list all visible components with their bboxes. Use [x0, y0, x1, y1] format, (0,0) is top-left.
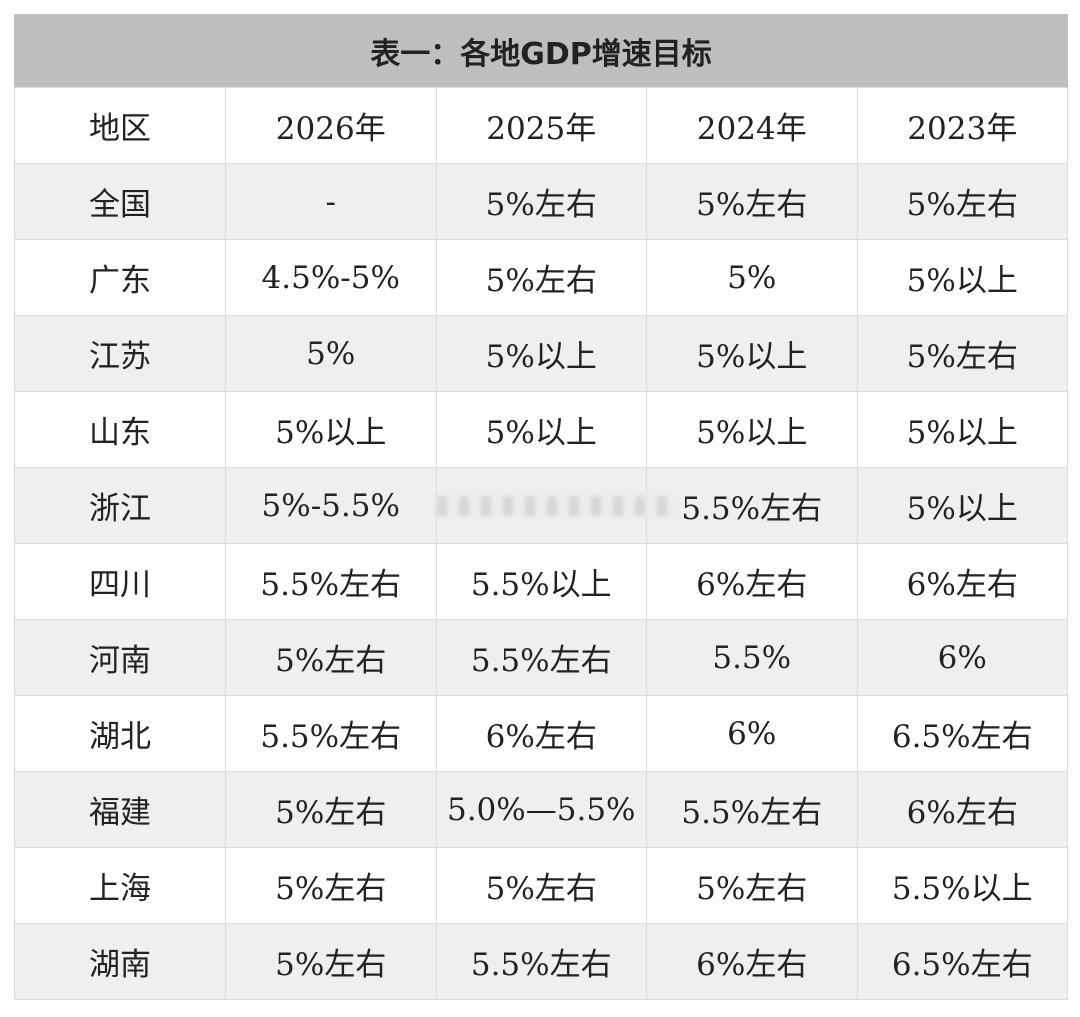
- region-cell: 湖南: [14, 923, 226, 1000]
- region-cell: 湖北: [14, 695, 226, 772]
- gdp-target-table: 地区 2026年 2025年 2024年 2023年 全国 -5%左右 5%左右 5%左右 广东 4…: [14, 87, 1068, 1000]
- column-header: 2023年: [856, 87, 1068, 164]
- value-cell: 5.5%左右: [435, 619, 647, 696]
- value-cell: 5%以上: [435, 315, 647, 392]
- value-cell: 5.5%以上: [435, 543, 647, 620]
- value-cell: 6.5%左右: [856, 695, 1068, 772]
- column-header: 2025年: [435, 87, 647, 164]
- value-cell: 5.5%左右: [646, 467, 858, 544]
- region-cell: 四川: [14, 543, 226, 620]
- value-cell: 6%: [856, 619, 1068, 696]
- table-row: 上海 5%左右 5%左右 5%左右 5.5%以上: [14, 847, 1068, 924]
- table-row: 山东 5%以上 5%以上 5%以上 5%以上: [14, 391, 1068, 468]
- value-cell: 6%左右: [856, 543, 1068, 620]
- gdp-table-container: 表一：各地GDP增速目标 地区 2026年 2025年 2024年 2023年 全国 -5%…: [14, 14, 1068, 1000]
- value-cell: 5%左右: [435, 239, 647, 316]
- value-cell: 5.5%左右: [225, 695, 437, 772]
- header-row: 地区 2026年 2025年 2024年 2023年: [14, 87, 1068, 164]
- table-row: 福建 5%左右 5.0%—5.5% 5.5%左右 6%左右: [14, 771, 1068, 848]
- value-cell: 5%以上: [435, 391, 647, 468]
- value-cell: 5.5%: [646, 619, 858, 696]
- value-cell: 6%左右: [646, 543, 858, 620]
- value-cell: 6%: [646, 695, 858, 772]
- value-cell: 5%以上: [646, 391, 858, 468]
- region-cell: 浙江: [14, 467, 226, 544]
- table-row: 湖北 5.5%左右 6%左右 6% 6.5%左右: [14, 695, 1068, 772]
- table-row: 四川 5.5%左右 5.5%以上 6%左右 6%左右: [14, 543, 1068, 620]
- region-cell: 河南: [14, 619, 226, 696]
- table-row: 江苏 5% 5%以上 5%以上 5%左右: [14, 315, 1068, 392]
- value-cell: 5.5%以上: [856, 847, 1068, 924]
- column-header: 地区: [14, 87, 226, 164]
- value-cell: 5%以上: [856, 239, 1068, 316]
- value-cell: 5%左右: [435, 847, 647, 924]
- blurred-content: [436, 495, 677, 516]
- table-row: 河南 5%左右 5.5%左右 5.5% 6%: [14, 619, 1068, 696]
- value-cell: [435, 467, 677, 544]
- value-cell: 5%以上: [225, 391, 437, 468]
- region-cell: 山东: [14, 391, 226, 468]
- value-cell: 5%左右: [225, 771, 437, 848]
- value-cell: 5%左右: [856, 163, 1068, 240]
- value-cell: 5%-5.5%: [225, 467, 437, 544]
- table-row: 浙江 5%-5.5% 5.5%左右 5%以上: [14, 467, 1068, 544]
- value-cell: 4.5%-5%: [225, 239, 437, 316]
- value-cell: 6%左右: [435, 695, 647, 772]
- region-cell: 广东: [14, 239, 226, 316]
- value-cell: 5.5%左右: [225, 543, 437, 620]
- value-cell: 5%左右: [646, 163, 858, 240]
- value-cell: 5.0%—5.5%: [435, 771, 647, 848]
- column-header: 2024年: [646, 87, 858, 164]
- value-cell: 6.5%左右: [856, 923, 1068, 1000]
- value-cell: 5%左右: [646, 847, 858, 924]
- value-cell: 5%以上: [856, 467, 1068, 544]
- region-cell: 福建: [14, 771, 226, 848]
- value-cell: 5%以上: [646, 315, 858, 392]
- table-row: 全国 -5%左右 5%左右 5%左右: [14, 163, 1068, 240]
- table-row: 湖南 5%左右 5.5%左右 6%左右 6.5%左右: [14, 923, 1068, 1000]
- region-cell: 江苏: [14, 315, 226, 392]
- table-row: 广东 4.5%-5% 5%左右 5% 5%以上: [14, 239, 1068, 316]
- value-cell: -: [225, 163, 437, 240]
- region-cell: 上海: [14, 847, 226, 924]
- value-cell: 5%以上: [856, 391, 1068, 468]
- value-cell: 5%左右: [225, 619, 437, 696]
- value-cell: 6%左右: [856, 771, 1068, 848]
- table-title: 表一：各地GDP增速目标: [14, 14, 1068, 87]
- column-header: 2026年: [225, 87, 437, 164]
- value-cell: 5%左右: [856, 315, 1068, 392]
- region-cell: 全国: [14, 163, 226, 240]
- value-cell: 5%: [225, 315, 437, 392]
- value-cell: 5%左右: [225, 847, 437, 924]
- value-cell: 5.5%左右: [435, 923, 647, 1000]
- value-cell: 5%左右: [435, 163, 647, 240]
- value-cell: 6%左右: [646, 923, 858, 1000]
- value-cell: 5%: [646, 239, 858, 316]
- value-cell: 5.5%左右: [646, 771, 858, 848]
- value-cell: 5%左右: [225, 923, 437, 1000]
